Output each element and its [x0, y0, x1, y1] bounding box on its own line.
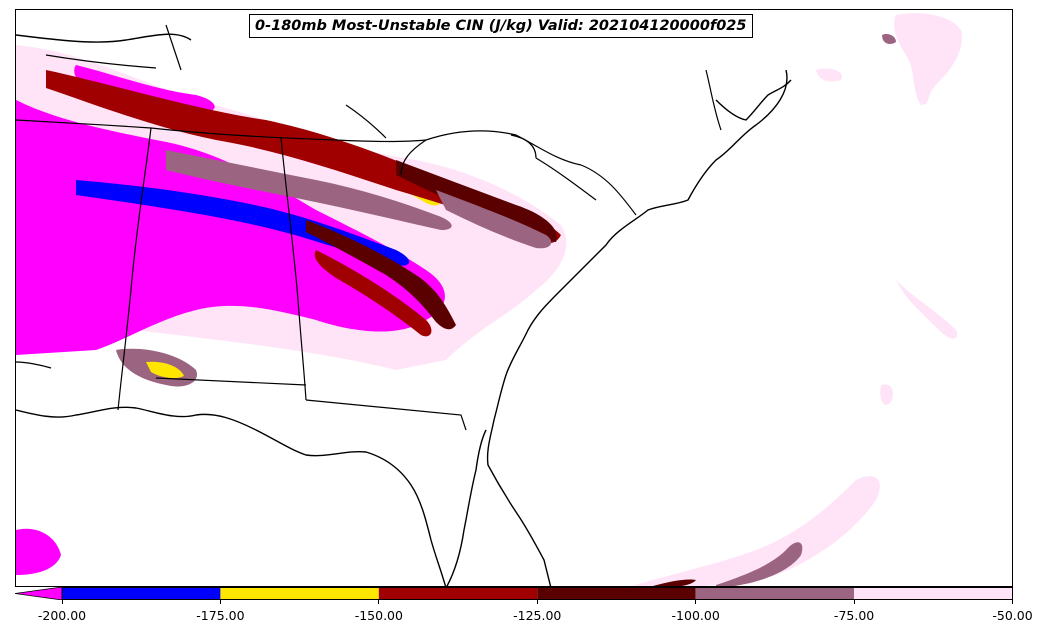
map-boundaries: [16, 33, 792, 586]
cin-shading: [16, 13, 962, 586]
state-line: [400, 139, 427, 176]
cin-band-mauve: [166, 150, 452, 230]
colorbar: [15, 587, 1013, 600]
coastline-atlantic: [486, 69, 788, 586]
colorbar-tick-label: -125.00: [513, 608, 562, 623]
cin-region-gulf: [16, 528, 61, 575]
colorbar-tick-mark: [853, 600, 855, 604]
cin-region-northeast: [882, 33, 896, 44]
colorbar-tick-label: -150.00: [354, 608, 403, 623]
state-line: [580, 164, 637, 216]
colorbar-tick-label: -175.00: [196, 608, 245, 623]
cin-region-atlantic: [880, 384, 893, 405]
cin-band-blue: [76, 180, 410, 266]
cin-region-gulf: [146, 361, 184, 379]
colorbar-tick-mark: [695, 600, 697, 604]
coastline-north-shore: [16, 33, 192, 43]
colorbar-bin: [220, 587, 379, 600]
colorbar-tick-label: -100.00: [671, 608, 720, 623]
colorbar-bin: [695, 587, 855, 600]
state-line: [117, 127, 152, 411]
state-line: [16, 119, 427, 143]
state-line: [16, 361, 52, 369]
cin-region-strong: [74, 65, 215, 112]
cin-band-darkred: [306, 220, 456, 330]
colorbar-tick-label: -200.00: [37, 608, 87, 623]
cin-region-atlantic: [896, 280, 958, 339]
cin-band-red: [46, 70, 561, 244]
colorbar-bin: [537, 587, 696, 600]
cin-region-strong: [16, 100, 445, 355]
coastline-florida-west: [446, 429, 487, 586]
colorbar-tick-mark: [1012, 600, 1013, 604]
cin-region-southeast: [632, 476, 880, 586]
colorbar-bin: [378, 587, 538, 600]
cin-band-darkred: [396, 160, 557, 242]
state-line: [165, 24, 182, 71]
coastline-gulf: [16, 406, 447, 586]
colorbar-bin: [62, 587, 221, 600]
colorbar-tick-mark: [378, 600, 380, 604]
map-panel: [15, 9, 1013, 587]
colorbar-tick-mark: [219, 600, 221, 604]
colorbar-outline: [61, 587, 1013, 600]
state-line: [345, 104, 387, 139]
cin-band-mauve: [436, 190, 552, 249]
cin-region-southeast: [716, 542, 803, 586]
cin-region-northeast: [816, 68, 842, 82]
map-title: 0-180mb Most-Unstable CIN (J/kg) Valid: …: [249, 14, 753, 38]
colorbar-bin: [854, 587, 1013, 600]
state-line: [705, 69, 722, 131]
colorbar-bins: [62, 587, 1013, 600]
colorbar-underflow-triangle: [15, 587, 63, 600]
state-line: [45, 54, 157, 69]
cin-band-red: [314, 250, 432, 337]
coastline-chesapeake: [715, 79, 792, 121]
cin-map: [16, 13, 962, 586]
state-line: [280, 137, 307, 401]
state-line: [535, 157, 597, 201]
colorbar-tick-label: -75.00: [833, 608, 875, 623]
state-line: [510, 134, 537, 159]
state-line: [305, 399, 467, 431]
colorbar-tick-mark: [536, 600, 538, 604]
cin-region-southeast: [652, 579, 696, 586]
colorbar-tick-mark: [61, 600, 63, 604]
state-line: [425, 130, 582, 166]
state-boundaries: [16, 24, 722, 431]
state-line: [155, 377, 307, 386]
colorbar-tick-label: -50.00: [992, 608, 1033, 623]
cin-region-northeast: [894, 13, 962, 105]
